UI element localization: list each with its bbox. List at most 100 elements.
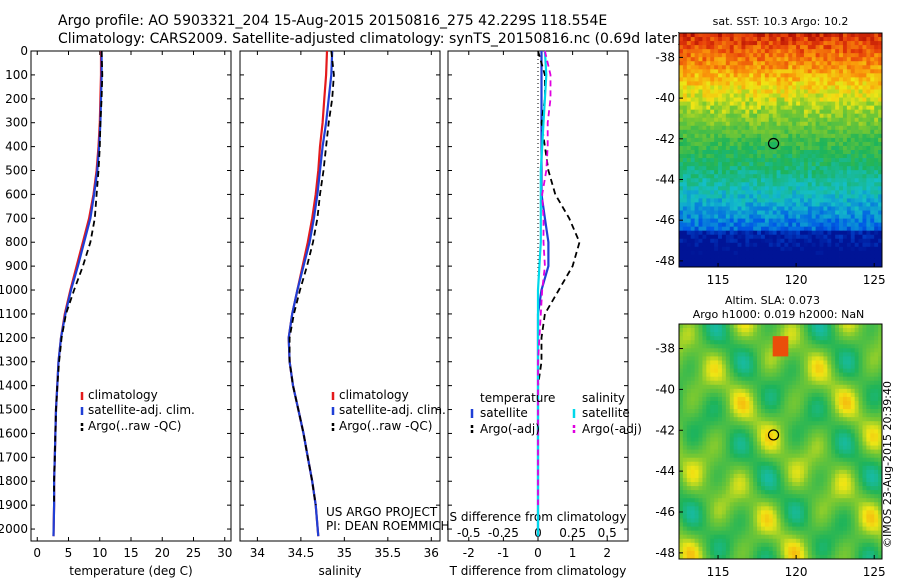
map-cell	[718, 396, 723, 402]
map-cell	[846, 433, 852, 438]
map-cell	[788, 210, 793, 215]
map-cell	[792, 105, 797, 111]
map-cell	[694, 162, 699, 167]
map-cell	[741, 198, 746, 203]
map-cell	[784, 421, 789, 426]
map-cell	[780, 145, 785, 151]
map-cell	[870, 214, 875, 219]
map-cell	[831, 352, 836, 357]
map-cell	[835, 194, 840, 199]
map-cell	[874, 441, 879, 446]
map-cell	[710, 336, 715, 341]
map-cell	[682, 170, 688, 175]
map-cell	[846, 45, 852, 50]
map-cell	[714, 356, 719, 361]
map-cell	[862, 198, 867, 203]
map-cell	[792, 37, 797, 42]
map-cell	[827, 238, 832, 244]
map-cell	[757, 105, 762, 111]
map-cell	[784, 254, 789, 260]
map-cell	[792, 417, 797, 422]
map-cell	[768, 89, 774, 94]
map-cell	[815, 198, 820, 203]
map-cell	[741, 137, 746, 143]
map-cell	[698, 388, 703, 394]
map-cell	[784, 166, 789, 171]
map-cell	[870, 37, 875, 42]
map-cell	[737, 202, 742, 207]
map-cell	[803, 182, 809, 187]
map-cell	[760, 364, 766, 369]
map-cell	[854, 214, 859, 219]
map-cell	[858, 206, 863, 211]
map-cell	[694, 449, 699, 455]
map-cell	[702, 129, 707, 135]
map-cell	[714, 41, 719, 46]
map-cell	[866, 158, 871, 163]
map-cell	[698, 65, 703, 70]
map-cell	[745, 49, 750, 54]
map-cell	[729, 429, 735, 434]
map-cell	[690, 409, 696, 414]
map-cell	[870, 85, 875, 90]
map-cell	[764, 218, 770, 224]
map-cell	[725, 85, 731, 90]
map-cell	[796, 97, 801, 102]
map-cell	[757, 41, 762, 46]
map-cell	[800, 141, 805, 147]
map-cell	[776, 230, 781, 236]
map-cell	[679, 73, 684, 78]
map-cell	[803, 258, 809, 264]
map-cell	[800, 77, 805, 82]
map-cell	[866, 198, 871, 203]
map-cell	[745, 182, 750, 187]
map-cell	[749, 150, 754, 155]
map-cell	[679, 222, 684, 228]
map-cell	[714, 166, 719, 171]
map-cell	[878, 413, 883, 418]
map-cell	[866, 364, 871, 369]
map-cell	[721, 53, 727, 58]
map-cell	[776, 332, 781, 337]
map-cell	[842, 445, 848, 450]
map-cell	[760, 57, 766, 62]
map-cell	[714, 372, 719, 378]
map-cell	[811, 150, 817, 155]
map-cell	[823, 129, 828, 135]
map-cell	[725, 348, 731, 353]
map-cell	[796, 250, 801, 256]
map-cell	[682, 332, 688, 337]
map-cell	[729, 206, 735, 211]
map-cell	[803, 242, 809, 248]
map-cell	[800, 150, 805, 155]
map-cell	[803, 254, 809, 260]
map-cell	[831, 425, 836, 430]
map-cell	[737, 222, 742, 228]
map-cell	[725, 445, 731, 450]
map-cell	[811, 137, 817, 143]
map-cell	[819, 186, 824, 191]
map-cell	[760, 141, 766, 147]
map-cell	[784, 441, 789, 446]
map-cell	[714, 162, 719, 167]
map-cell	[796, 214, 801, 219]
map-cell	[698, 214, 703, 219]
map-cell	[854, 170, 859, 175]
map-cell	[686, 449, 692, 455]
map-cell	[768, 328, 774, 333]
map-cell	[753, 328, 758, 333]
map-cell	[850, 53, 856, 58]
map-cell	[780, 384, 785, 390]
map-cell	[757, 356, 762, 361]
map-cell	[686, 150, 692, 155]
legend-label: satellite	[582, 406, 630, 420]
map-cell	[698, 324, 703, 329]
map-cell	[788, 352, 793, 357]
map-cell	[800, 392, 805, 398]
map-cell	[803, 368, 809, 374]
map-cell	[878, 340, 883, 345]
map-cell	[780, 258, 785, 264]
map-cell	[760, 445, 766, 450]
map-cell	[792, 190, 797, 195]
map-cell	[725, 166, 731, 171]
